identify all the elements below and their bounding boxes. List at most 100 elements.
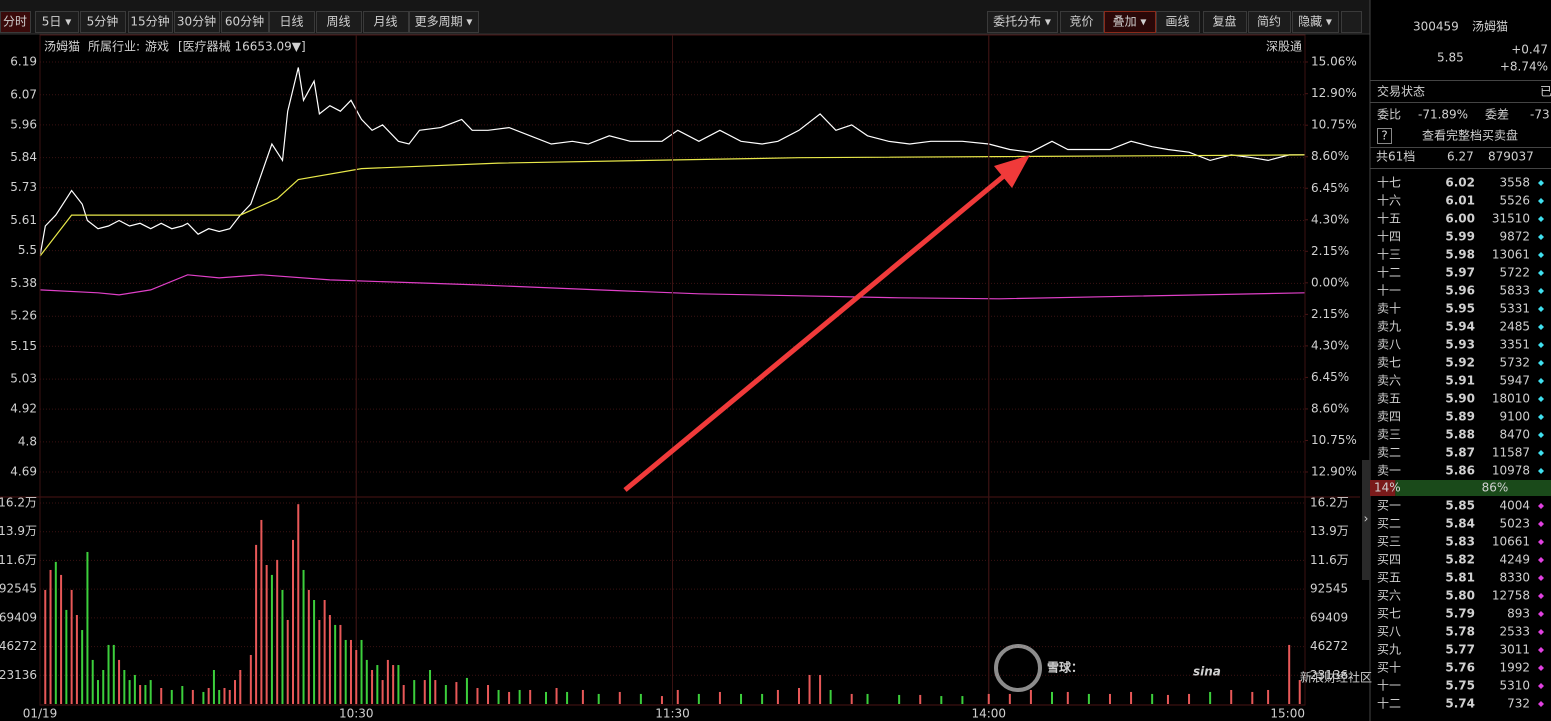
tab-label[interactable]: 日线 xyxy=(279,15,303,29)
y-tick-label: 4.69 xyxy=(10,465,37,479)
level-name: 十一 xyxy=(1377,284,1401,298)
tab-label[interactable]: 分时 xyxy=(3,15,27,29)
fullscreen-button[interactable] xyxy=(1341,11,1362,33)
tab-label[interactable]: 画线 xyxy=(1165,15,1189,29)
volume-bar xyxy=(313,599,316,704)
level-price: 5.74 xyxy=(1445,697,1475,711)
volume-bar xyxy=(829,689,832,704)
volume-bar xyxy=(1267,689,1270,704)
tab[interactable] xyxy=(0,11,31,33)
x-tick-label: 01/19 xyxy=(23,707,58,721)
tab[interactable] xyxy=(1248,11,1291,33)
full-book-link[interactable]: 查看完整档买卖盘 xyxy=(1422,128,1518,143)
ratio-label: 委比 xyxy=(1377,108,1401,122)
tab-label[interactable]: 5分钟 xyxy=(87,14,119,29)
level-price: 5.84 xyxy=(1445,517,1475,531)
volume-bar xyxy=(249,654,252,704)
level-marker xyxy=(1538,557,1544,563)
tab-label[interactable]: 60分钟 xyxy=(225,14,264,29)
level-name: 买七 xyxy=(1377,607,1401,621)
arrow-head xyxy=(994,155,1030,188)
volume-bar xyxy=(292,539,294,704)
volume-bar xyxy=(987,693,990,704)
volume-bar xyxy=(191,689,194,704)
tab-label[interactable]: 月线 xyxy=(373,15,397,29)
help-box[interactable] xyxy=(1377,128,1392,144)
level-name: 卖四 xyxy=(1377,410,1401,424)
tab[interactable] xyxy=(1060,11,1104,33)
level-name: 卖五 xyxy=(1377,392,1401,406)
tab[interactable] xyxy=(1203,11,1247,33)
y2-tick-label: 15.06% xyxy=(1311,55,1357,69)
tab[interactable] xyxy=(1156,11,1200,33)
tab-label[interactable]: 5日 ▾ xyxy=(42,15,71,29)
volume-bar xyxy=(798,687,800,704)
tab[interactable] xyxy=(269,11,315,33)
level-marker xyxy=(1538,180,1544,186)
level-marker xyxy=(1538,396,1544,402)
volume-bar xyxy=(123,669,126,704)
scrollbar[interactable] xyxy=(1362,460,1370,580)
index-overlay[interactable]: [医疗器械 16653.09▼] xyxy=(178,39,306,54)
tab-label[interactable]: 15分钟 xyxy=(130,14,169,29)
tab-label[interactable]: 叠加 ▾ xyxy=(1113,15,1147,29)
volume-bar xyxy=(1166,694,1169,704)
x-tick-label: 14:00 xyxy=(971,707,1006,721)
volume-bar xyxy=(1230,689,1233,704)
level-name: 十五 xyxy=(1377,212,1401,226)
level-price: 5.86 xyxy=(1445,464,1475,478)
level-volume: 5331 xyxy=(1499,302,1530,316)
tab[interactable] xyxy=(221,11,269,33)
level-name: 买五 xyxy=(1377,571,1401,585)
level-volume: 732 xyxy=(1507,697,1530,711)
tab-label[interactable]: 隐藏 ▾ xyxy=(1298,15,1332,29)
y-tick-label-right: 69409 xyxy=(1310,610,1348,624)
tab[interactable] xyxy=(80,11,126,33)
tab-label[interactable]: 简约 xyxy=(1257,14,1281,29)
tab[interactable] xyxy=(1292,11,1339,33)
level-price: 5.78 xyxy=(1445,625,1475,639)
level-volume: 4004 xyxy=(1499,499,1530,513)
y-tick-label: 4.8 xyxy=(18,434,37,448)
level-marker xyxy=(1538,378,1544,384)
level-name: 十三 xyxy=(1377,248,1401,262)
tab-label[interactable]: 周线 xyxy=(326,15,350,29)
tab[interactable] xyxy=(1104,11,1156,33)
tab-label[interactable]: 更多周期 ▾ xyxy=(415,15,473,29)
tab-label[interactable]: 竞价 xyxy=(1069,15,1093,29)
volume-bar xyxy=(307,589,310,704)
tab[interactable] xyxy=(987,11,1058,33)
volume-bar xyxy=(776,689,779,704)
volume-bar xyxy=(961,696,964,704)
y-tick-label: 23136 xyxy=(0,668,37,682)
level-marker xyxy=(1538,611,1544,617)
tab[interactable] xyxy=(174,11,220,33)
collapse-arrow[interactable]: › xyxy=(1364,512,1369,526)
y-tick-label: 5.15 xyxy=(10,339,37,353)
volume-bar xyxy=(566,691,569,704)
tab-label[interactable]: 30分钟 xyxy=(177,14,216,29)
y-tick-label: 69409 xyxy=(0,610,37,624)
level-name: 卖八 xyxy=(1377,338,1401,352)
volume-bar xyxy=(371,669,374,704)
y-tick-label: 5.96 xyxy=(10,117,37,131)
tab[interactable] xyxy=(316,11,362,33)
watermark-sina: sina xyxy=(1193,665,1221,679)
tab-label[interactable]: 复盘 xyxy=(1212,14,1236,29)
y-tick-label-right: 11.6万 xyxy=(1310,553,1349,567)
tab[interactable] xyxy=(363,11,409,33)
summary-price: 6.27 xyxy=(1447,150,1474,164)
volume-bar xyxy=(265,564,268,704)
volume-bar xyxy=(54,561,57,704)
tab[interactable] xyxy=(409,11,479,33)
level-price: 5.94 xyxy=(1445,320,1475,334)
level-price: 5.92 xyxy=(1445,356,1475,370)
y-tick-label: 5.26 xyxy=(10,309,37,323)
x-tick-label: 15:00 xyxy=(1270,707,1305,721)
last-price: 5.85 xyxy=(1437,51,1464,65)
volume-bar xyxy=(1066,691,1069,704)
tab[interactable] xyxy=(35,11,79,33)
tab[interactable] xyxy=(128,11,173,33)
tab-label[interactable]: 委托分布 ▾ xyxy=(993,15,1051,29)
